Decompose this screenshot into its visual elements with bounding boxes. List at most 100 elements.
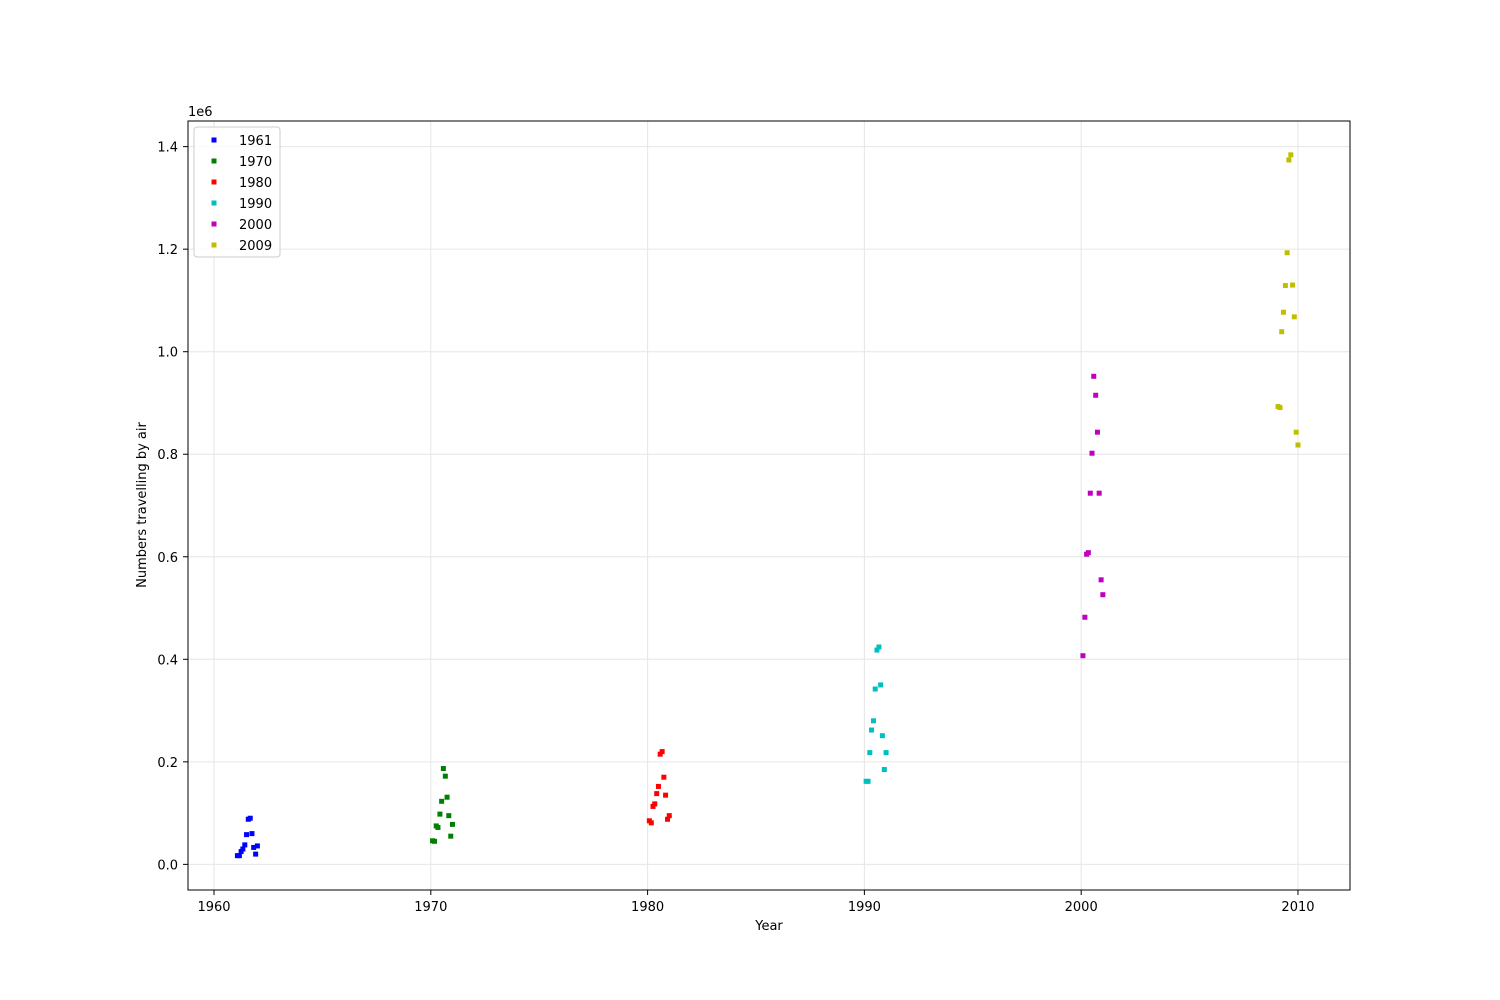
series-1970 — [430, 765, 455, 844]
legend-marker — [211, 221, 217, 227]
x-tick-label: 2000 — [1065, 900, 1098, 915]
data-point — [1082, 614, 1088, 620]
data-point — [244, 832, 250, 838]
legend-marker — [211, 200, 217, 206]
data-point — [650, 803, 656, 809]
data-point — [253, 851, 259, 857]
legend-label: 2009 — [239, 239, 272, 254]
data-point — [449, 821, 455, 827]
legend-marker — [211, 179, 217, 185]
data-point — [1293, 429, 1299, 435]
data-point — [435, 824, 441, 830]
data-point — [1080, 653, 1086, 659]
data-point — [865, 778, 871, 784]
legend-item: 2000 — [211, 218, 272, 233]
y-tick-label: 1.4 — [157, 141, 178, 156]
series-2009 — [1275, 152, 1301, 448]
legend-label: 1961 — [239, 134, 272, 149]
data-point — [249, 831, 255, 837]
data-point — [872, 686, 878, 692]
data-point — [440, 765, 446, 771]
data-point — [1295, 442, 1301, 448]
data-point — [1085, 550, 1091, 556]
data-point — [1280, 309, 1286, 315]
legend-item: 1961 — [211, 134, 272, 149]
plot-frame — [187, 120, 1351, 891]
data-point — [666, 813, 672, 819]
data-point — [238, 849, 244, 855]
y-tick-label: 0.0 — [157, 858, 178, 873]
legend-label: 1990 — [239, 197, 272, 212]
data-point — [448, 833, 454, 839]
legend-item: 1970 — [211, 155, 272, 170]
data-point — [665, 816, 671, 822]
x-tick-label: 1970 — [414, 900, 447, 915]
data-point — [655, 783, 661, 789]
data-point — [1100, 592, 1106, 598]
data-point — [1098, 577, 1104, 583]
y-tick-label: 0.4 — [157, 653, 178, 668]
data-point — [254, 843, 260, 849]
data-points — [234, 152, 1301, 859]
data-point — [663, 792, 669, 798]
data-point — [442, 773, 448, 779]
series-1990 — [863, 644, 889, 784]
y-axis-label: Numbers travelling by air — [135, 422, 150, 588]
data-point — [1091, 373, 1097, 379]
legend-marker — [211, 158, 217, 164]
data-point — [878, 682, 884, 688]
y-tick-label: 0.8 — [157, 448, 178, 463]
legend-label: 1980 — [239, 176, 272, 191]
data-point — [1087, 490, 1093, 496]
series-2000 — [1080, 373, 1106, 659]
data-point — [648, 820, 654, 826]
data-point — [881, 767, 887, 773]
y-offset-label: 1e6 — [188, 105, 213, 120]
data-point — [869, 727, 875, 733]
x-axis-label: Year — [754, 919, 783, 934]
data-point — [444, 794, 450, 800]
data-point — [661, 774, 667, 780]
data-point — [1094, 429, 1100, 435]
axis-ticks: 1960 1970 1980 1990 2000 2010 0.0 0.2 0.4 0.6 0.8 1… — [157, 141, 1314, 915]
data-point — [1089, 450, 1095, 456]
data-point — [247, 815, 253, 821]
legend-item: 1980 — [211, 176, 272, 191]
data-point — [1279, 329, 1285, 335]
data-point — [657, 751, 663, 757]
data-point — [654, 791, 660, 797]
data-point — [876, 644, 882, 650]
data-point — [236, 853, 242, 859]
series-1961 — [234, 815, 260, 859]
data-point — [1282, 283, 1288, 289]
data-point — [874, 647, 880, 653]
y-tick-label: 1.2 — [157, 243, 178, 258]
x-tick-label: 2010 — [1281, 900, 1314, 915]
data-point — [240, 846, 246, 852]
data-point — [879, 733, 885, 739]
data-point — [242, 842, 248, 848]
data-point — [1291, 314, 1297, 320]
legend-item: 1990 — [211, 197, 272, 212]
data-point — [1288, 152, 1294, 158]
data-point — [1290, 282, 1296, 288]
data-point — [652, 801, 658, 807]
x-tick-label: 1960 — [197, 900, 230, 915]
series-1980 — [646, 749, 672, 826]
data-point — [883, 750, 889, 756]
legend-label: 1970 — [239, 155, 272, 170]
x-tick-label: 1980 — [631, 900, 664, 915]
data-point — [437, 811, 443, 817]
data-point — [1284, 250, 1290, 256]
data-point — [867, 750, 873, 756]
y-tick-label: 0.6 — [157, 551, 178, 566]
grid — [188, 121, 1350, 890]
data-point — [1277, 405, 1283, 411]
data-point — [439, 798, 445, 804]
legend-marker — [211, 242, 217, 248]
data-point — [431, 838, 437, 844]
legend-marker — [211, 137, 217, 143]
data-point — [870, 718, 876, 724]
x-tick-label: 1990 — [848, 900, 881, 915]
